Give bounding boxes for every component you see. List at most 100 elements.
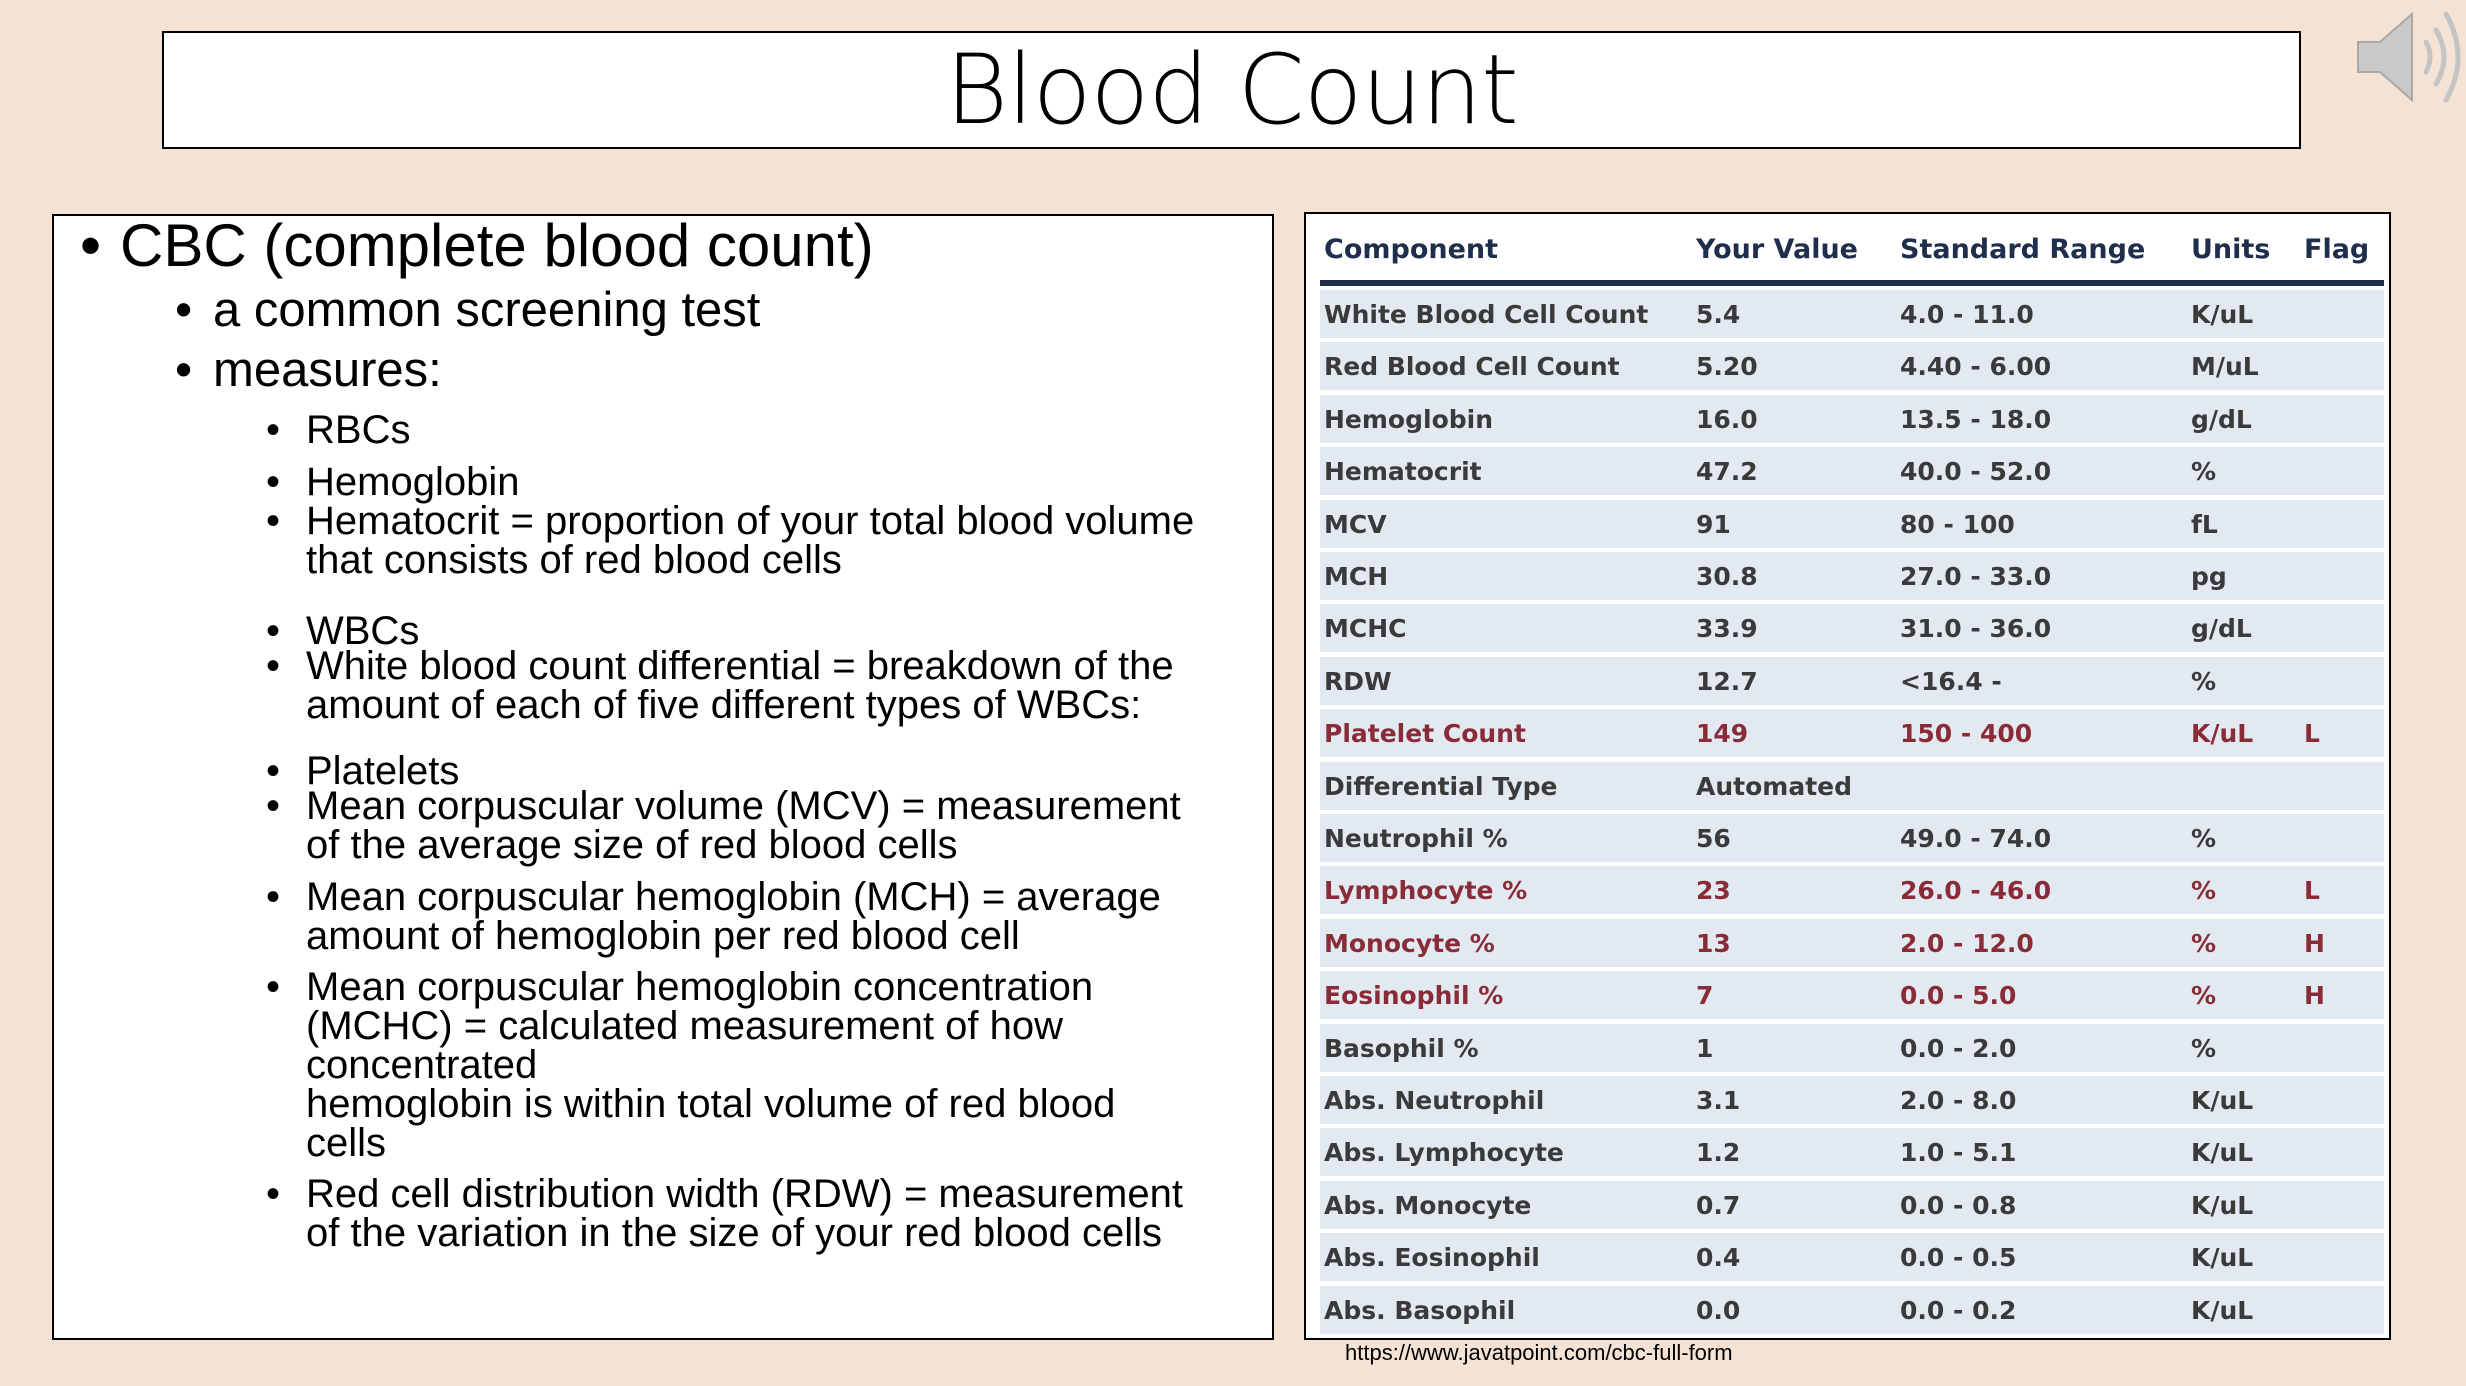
- bullet-icon: •: [266, 644, 281, 688]
- table-row: Hemoglobin 16.0 13.5 - 18.0 g/dL: [1320, 394, 2384, 443]
- range-cell: 150 - 400: [1900, 719, 2033, 749]
- table-row: Neutrophil % 56 49.0 - 74.0%: [1320, 814, 2384, 862]
- value-cell: 23: [1696, 876, 1731, 906]
- table-row: Eosinophil % 7 0.0 - 5.0% H: [1320, 971, 2384, 1020]
- range-cell: 0.0 - 0.2: [1900, 1295, 2017, 1325]
- range-cell: 31.0 - 36.0: [1900, 614, 2052, 644]
- units-cell: K/uL: [2191, 1138, 2254, 1168]
- value-cell: 16.0: [1696, 404, 1758, 434]
- table-row: Abs. Basophil 0.0 0.0 - 0.2 K/uL: [1320, 1285, 2384, 1334]
- range-cell: 0.0 - 0.5: [1900, 1243, 2017, 1273]
- bullet-icon: •: [80, 212, 102, 279]
- table-row: Basophil % 1 0.0 - 2.0%: [1320, 1023, 2384, 1072]
- outline-item-text: Hemoglobin: [306, 460, 520, 504]
- range-cell: 13.5 - 18.0: [1900, 404, 2052, 434]
- bullet-icon: •: [266, 609, 281, 653]
- component-cell: MCH: [1324, 562, 1389, 591]
- table-row: MCHC 33.9 31.0 - 36.0 g/dL: [1320, 604, 2384, 653]
- value-cell: Automated: [1696, 771, 1852, 801]
- units-cell: K/uL: [2191, 300, 2254, 329]
- units-cell: %: [2191, 981, 2217, 1011]
- units-cell: K/uL: [2191, 719, 2254, 749]
- component-cell: Monocyte %: [1324, 928, 1495, 958]
- outline-item: • Hematocrit = proportion of your total b…: [266, 501, 1194, 582]
- range-cell: 49.0 - 74.0: [1900, 824, 2052, 853]
- outline-item: • a common screening test: [175, 282, 761, 338]
- units-cell: %: [2191, 876, 2217, 906]
- outline-item: • Red cell distribution width (RDW) = mea…: [266, 1172, 1183, 1253]
- cbc-lab-results-image: Component Your Value Standard Range Units Fl…: [1304, 212, 2391, 1340]
- units-cell: %: [2191, 824, 2217, 853]
- outline-item-text: of the average size of red blood cells: [306, 823, 958, 867]
- component-cell: Red Blood Cell Count: [1324, 352, 1620, 382]
- outline-item-text: WBCs: [306, 609, 420, 653]
- component-cell: Abs. Neutrophil: [1324, 1086, 1545, 1115]
- value-cell: 7: [1696, 981, 1714, 1011]
- units-cell: %: [2191, 928, 2217, 958]
- units-cell: %: [2191, 1033, 2217, 1063]
- range-cell: 2.0 - 8.0: [1900, 1086, 2017, 1115]
- bullet-icon: •: [266, 749, 281, 793]
- units-cell: K/uL: [2191, 1243, 2254, 1273]
- source-url[interactable]: https://www.javatpoint.com/cbc-full-form: [1345, 1340, 1733, 1365]
- units-cell: g/dL: [2191, 404, 2252, 434]
- outline-item-text: Mean corpuscular hemoglobin concentratio…: [306, 965, 1094, 1009]
- range-cell: 4.40 - 6.00: [1900, 352, 2052, 382]
- outline-item: • measures:: [175, 342, 442, 398]
- range-cell: 0.0 - 0.8: [1900, 1190, 2017, 1220]
- outline-item-text: that consists of red blood cells: [306, 538, 842, 582]
- component-cell: Abs. Basophil: [1324, 1295, 1516, 1325]
- range-cell: 1.0 - 5.1: [1900, 1138, 2017, 1168]
- value-cell: 30.8: [1696, 562, 1758, 591]
- bullet-icon: •: [266, 408, 281, 452]
- units-cell: fL: [2191, 509, 2218, 539]
- flag-cell: L: [2304, 719, 2320, 749]
- table-row: MCH 30.8 27.0 - 33.0 pg: [1320, 552, 2384, 600]
- table-row: Abs. Lymphocyte 1.2 1.0 - 5.1 K/uL: [1320, 1128, 2384, 1177]
- outline-item-text: Mean corpuscular volume (MCV) = measurem…: [306, 784, 1181, 828]
- component-cell: White Blood Cell Count: [1324, 300, 1649, 329]
- outline-item-text: hemoglobin is within total volume of red…: [306, 1082, 1116, 1126]
- speaker-audio-icon[interactable]: [2350, 2, 2466, 112]
- value-cell: 0.4: [1696, 1243, 1741, 1273]
- bullet-icon: •: [266, 499, 281, 543]
- table-row: Abs. Neutrophil 3.1 2.0 - 8.0 K/uL: [1320, 1076, 2384, 1124]
- header-divider: [1320, 280, 2384, 286]
- outline-item-text: concentrated: [306, 1043, 538, 1087]
- component-cell: Abs. Eosinophil: [1324, 1243, 1540, 1273]
- component-cell: Hematocrit: [1324, 457, 1482, 487]
- range-cell: <16.4 -: [1900, 666, 2002, 696]
- range-cell: 4.0 - 11.0: [1900, 300, 2034, 329]
- outline-item-text: White blood count differential = breakdo…: [306, 644, 1174, 688]
- outline-item-text: RBCs: [306, 408, 411, 452]
- outline-item-text: Red cell distribution width (RDW) = meas…: [306, 1172, 1183, 1216]
- component-cell: Platelet Count: [1324, 719, 1526, 749]
- table-row: Platelet Count 149 150 - 400 K/uL L: [1320, 709, 2384, 758]
- range-cell: 40.0 - 52.0: [1900, 457, 2052, 487]
- value-cell: 1: [1696, 1033, 1714, 1063]
- bullet-icon: •: [266, 1172, 281, 1216]
- value-cell: 47.2: [1696, 457, 1758, 487]
- flag-cell: H: [2304, 981, 2325, 1011]
- value-cell: 0.7: [1696, 1190, 1741, 1220]
- table-row: White Blood Cell Count 5.4 4.0 - 11.0 K/uL: [1320, 290, 2384, 338]
- bullet-icon: •: [175, 343, 193, 397]
- cbc-results-table: Component Your Value Standard Range Units Fl…: [1316, 220, 2388, 1334]
- component-cell: Hemoglobin: [1324, 404, 1494, 434]
- outline-item-text: a common screening test: [213, 283, 761, 337]
- component-cell: Neutrophil %: [1324, 824, 1508, 853]
- range-cell: 26.0 - 46.0: [1900, 876, 2052, 906]
- outline-item: • CBC (complete blood count): [80, 214, 874, 278]
- units-cell: g/dL: [2191, 614, 2252, 644]
- table-header: Component Your Value Standard Range Units Fl…: [1316, 220, 2388, 280]
- units-cell: pg: [2191, 562, 2227, 591]
- component-cell: Abs. Lymphocyte: [1324, 1138, 1564, 1168]
- units-cell: K/uL: [2191, 1086, 2254, 1115]
- component-cell: MCHC: [1324, 614, 1407, 644]
- outline-item: • Mean corpuscular volume (MCV) = measure…: [266, 784, 1181, 867]
- table-row: MCV 91 80 - 100 fL: [1320, 499, 2384, 548]
- value-cell: 13: [1696, 928, 1731, 958]
- component-cell: Abs. Monocyte: [1324, 1190, 1532, 1220]
- table-row: Lymphocyte % 23 26.0 - 46.0% L: [1320, 866, 2384, 915]
- slide-title-box: Blood Count: [162, 31, 2301, 149]
